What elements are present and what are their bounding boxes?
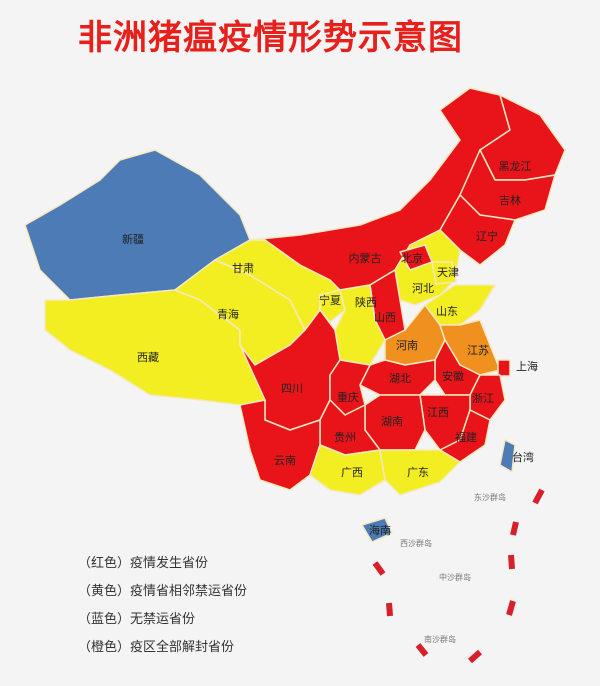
legend-item-red: （红色）疫情发生省份 [78, 550, 247, 578]
dash-segment [372, 561, 386, 576]
nine-dash-line [372, 488, 545, 664]
legend: （红色）疫情发生省份 （黄色）疫情省相邻禁运省份 （蓝色）无禁运省份 （橙色）疫… [78, 550, 247, 662]
label-guangxi: 广西 [341, 466, 363, 479]
legend-text: 疫区全部解封省份 [130, 640, 235, 655]
island-label-nansha: 南沙群岛 [424, 634, 456, 644]
province-shanghai [497, 359, 511, 377]
dash-segment [532, 488, 545, 505]
label-chongqing: 重庆 [337, 390, 359, 404]
label-shanghai: 上海 [516, 359, 538, 373]
dash-segment [415, 643, 429, 657]
south-china-sea-islands: 东沙群岛 西沙群岛 中沙群岛 南沙群岛 [400, 492, 506, 644]
legend-text: 疫情省相邻禁运省份 [130, 584, 248, 599]
legend-color-label: （黄色） [78, 584, 131, 599]
dash-segment [508, 554, 515, 570]
label-jilin: 吉林 [499, 193, 521, 207]
legend-color-label: （蓝色） [78, 612, 131, 627]
legend-color-label: （红色） [78, 556, 131, 571]
label-zhejiang: 浙江 [472, 392, 494, 405]
label-fujian: 福建 [455, 430, 477, 444]
legend-item-blue: （蓝色）无禁运省份 [78, 606, 247, 634]
map-title: 非洲猪瘟疫情形势示意图 [78, 18, 463, 58]
label-guangdong: 广东 [407, 466, 429, 479]
province-taiwan [499, 439, 516, 473]
label-xizang: 西藏 [137, 351, 159, 364]
label-henan: 河南 [396, 339, 418, 352]
province-hainan [361, 517, 393, 543]
label-hebei: 河北 [412, 282, 434, 295]
label-jiangxi: 江西 [427, 406, 449, 419]
label-liaoning: 辽宁 [476, 229, 498, 243]
legend-text: 无禁运省份 [130, 612, 196, 627]
label-neimenggu: 内蒙古 [349, 251, 382, 265]
label-qinghai: 青海 [217, 307, 239, 321]
dash-segment [386, 602, 393, 617]
label-taiwan: 台湾 [512, 450, 534, 464]
label-heilongjiang: 黑龙江 [499, 160, 532, 173]
label-hubei: 湖北 [389, 372, 411, 385]
label-jiangsu: 江苏 [467, 344, 489, 357]
legend-color-label: （橙色） [78, 640, 131, 655]
label-tianjin: 天津 [437, 266, 459, 279]
label-hunan: 湖南 [381, 415, 403, 428]
legend-text: 疫情发生省份 [130, 556, 209, 571]
label-beijing: 北京 [401, 251, 423, 265]
province-hubei [359, 359, 436, 396]
island-label-xisha: 西沙群岛 [400, 538, 432, 548]
label-hainan: 海南 [369, 523, 391, 537]
label-guizhou: 贵州 [334, 431, 356, 444]
legend-item-orange: （橙色）疫区全部解封省份 [78, 634, 247, 662]
province-guangdong [379, 449, 461, 496]
dash-segment [510, 521, 519, 536]
label-ningxia: 宁夏 [319, 293, 341, 307]
label-gansu: 甘肃 [232, 262, 254, 275]
island-label-dongsha: 东沙群岛 [474, 492, 506, 502]
legend-item-yellow: （黄色）疫情省相邻禁运省份 [78, 578, 247, 606]
island-label-zhongsha: 中沙群岛 [439, 572, 471, 582]
label-xinjiang: 新疆 [122, 232, 144, 246]
label-anhui: 安徽 [442, 369, 464, 383]
label-shaanxi: 陕西 [355, 295, 377, 309]
province-ningxia [319, 289, 346, 323]
label-shandong: 山东 [436, 305, 458, 318]
dash-segment [506, 600, 516, 616]
province-tianjin [431, 261, 457, 285]
label-shanxi: 山西 [374, 311, 396, 324]
dash-segment [467, 649, 483, 664]
province-labels: 新疆 西藏 青海 甘肃 内蒙古 黑龙江 吉林 辽宁 北京 天津 河北 山西 宁夏… [122, 160, 538, 537]
label-sichuan: 四川 [281, 382, 303, 395]
label-yunnan: 云南 [274, 454, 296, 467]
